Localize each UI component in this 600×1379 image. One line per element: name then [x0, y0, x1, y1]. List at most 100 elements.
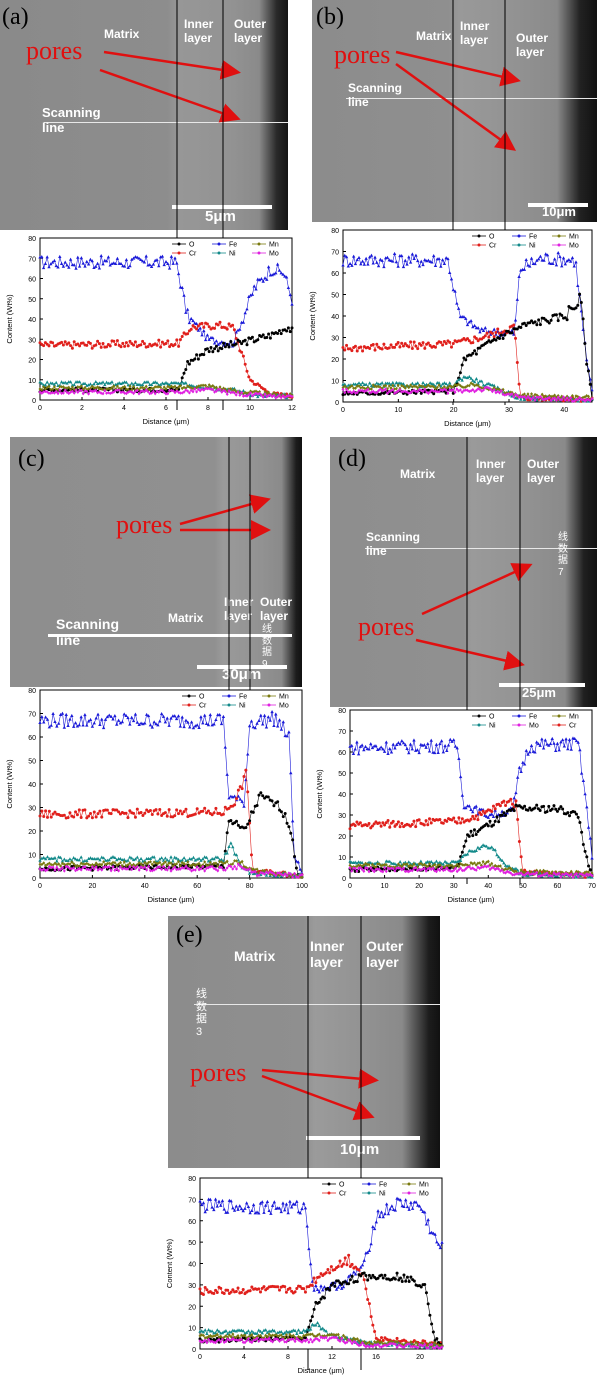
- legend-item-ni: Ni: [212, 251, 236, 258]
- y-tick-label: 0: [335, 400, 339, 407]
- y-tick-label: 40: [331, 314, 339, 321]
- legend-label: Ni: [529, 243, 536, 250]
- data-point: [124, 257, 129, 262]
- series-fe: [38, 254, 294, 348]
- data-point: [284, 1202, 289, 1206]
- data-point: [574, 260, 578, 264]
- pore-arrow-b1: [395, 50, 521, 87]
- legend-label: Mn: [279, 694, 289, 701]
- legend-label: O: [199, 694, 205, 701]
- legend-item-cr: Cr: [182, 703, 207, 710]
- data-point: [270, 709, 274, 714]
- data-point: [58, 254, 62, 258]
- legend-item-o: O: [182, 694, 205, 701]
- data-point: [198, 1287, 202, 1291]
- legend-marker: [517, 243, 521, 247]
- pores-label-c: pores: [116, 510, 173, 539]
- y-tick-label: 50: [188, 1240, 196, 1247]
- legend-label: Fe: [529, 234, 537, 241]
- legend-item-ni: Ni: [222, 703, 246, 710]
- legend-marker: [267, 694, 271, 698]
- series-line: [39, 384, 293, 398]
- data-point: [180, 715, 184, 719]
- pore-arrow-c1: [179, 494, 271, 526]
- legend-item-mo: Mo: [512, 723, 539, 730]
- legend-marker: [217, 251, 221, 255]
- legend-marker: [187, 703, 191, 707]
- data-point: [169, 254, 174, 258]
- legend-marker: [557, 243, 561, 247]
- series-line: [349, 804, 593, 876]
- legend-item-mn: Mn: [262, 694, 289, 701]
- legend-marker: [227, 694, 231, 698]
- data-point: [202, 713, 207, 717]
- scanning-line-e: [194, 1004, 440, 1005]
- panel-label-c: (c): [18, 446, 45, 472]
- data-point: [561, 256, 566, 260]
- x-axis-label: Distance (μm): [444, 419, 491, 428]
- scale-label-b: 10μm: [542, 204, 576, 219]
- data-point: [277, 718, 282, 722]
- x-tick-label: 10: [381, 883, 389, 890]
- matrix-label-d: Matrix: [400, 467, 436, 481]
- y-tick-label: 50: [28, 759, 36, 766]
- legend-item-mo: Mo: [402, 1191, 429, 1198]
- legend-marker: [517, 714, 521, 718]
- data-point: [51, 711, 55, 716]
- y-tick-label: 30: [338, 813, 346, 820]
- legend-item-o: O: [472, 234, 495, 241]
- y-axis-label: Content (Wt%): [5, 294, 14, 344]
- x-tick-label: 4: [242, 1354, 246, 1361]
- legend-marker: [257, 242, 261, 246]
- legend-marker: [177, 242, 181, 246]
- legend-item-ni: Ni: [472, 723, 496, 730]
- y-tick-label: 50: [331, 293, 339, 300]
- data-point: [524, 257, 528, 262]
- x-tick-label: 10: [394, 407, 402, 414]
- x-tick-label: 50: [519, 883, 527, 890]
- data-point: [376, 1209, 380, 1213]
- x-tick-label: 30: [505, 407, 513, 414]
- y-tick-label: 10: [188, 1326, 196, 1333]
- y-tick-label: 40: [338, 792, 346, 799]
- x-tick-label: 16: [372, 1354, 380, 1361]
- data-point: [133, 712, 138, 716]
- y-tick-label: 80: [28, 688, 36, 695]
- data-point: [540, 737, 544, 741]
- data-point: [281, 720, 285, 724]
- series-line: [39, 388, 293, 399]
- legend-label: Mo: [269, 251, 279, 258]
- data-point: [83, 713, 87, 717]
- x-tick-label: 30: [450, 883, 458, 890]
- y-tick-label: 40: [188, 1262, 196, 1269]
- legend-label: Fe: [239, 694, 247, 701]
- series-line: [342, 294, 593, 400]
- y-tick-label: 10: [331, 379, 339, 386]
- legend-label: Mn: [269, 242, 279, 249]
- series-mo: [341, 385, 594, 404]
- data-point: [198, 1199, 202, 1203]
- data-point: [434, 742, 439, 746]
- legend-item-o: O: [472, 714, 495, 721]
- legend-marker: [327, 1191, 331, 1195]
- matrix-label-e: Matrix: [234, 948, 276, 964]
- data-point: [564, 737, 568, 741]
- series-line: [342, 386, 593, 402]
- legend-marker: [267, 703, 271, 707]
- panel-label-d: (d): [338, 446, 366, 472]
- matrix-label-a: Matrix: [104, 27, 140, 41]
- y-tick-label: 80: [338, 708, 346, 715]
- y-tick-label: 30: [188, 1283, 196, 1290]
- legend-marker: [557, 723, 561, 727]
- legend-label: Cr: [569, 723, 577, 730]
- y-tick-label: 30: [28, 337, 36, 344]
- series-line: [39, 863, 303, 878]
- series-line: [40, 860, 303, 878]
- data-point: [266, 265, 271, 269]
- legend-marker: [557, 234, 561, 238]
- pore-arrow-d2: [415, 638, 525, 671]
- y-tick-label: 40: [28, 317, 36, 324]
- data-point: [144, 254, 148, 258]
